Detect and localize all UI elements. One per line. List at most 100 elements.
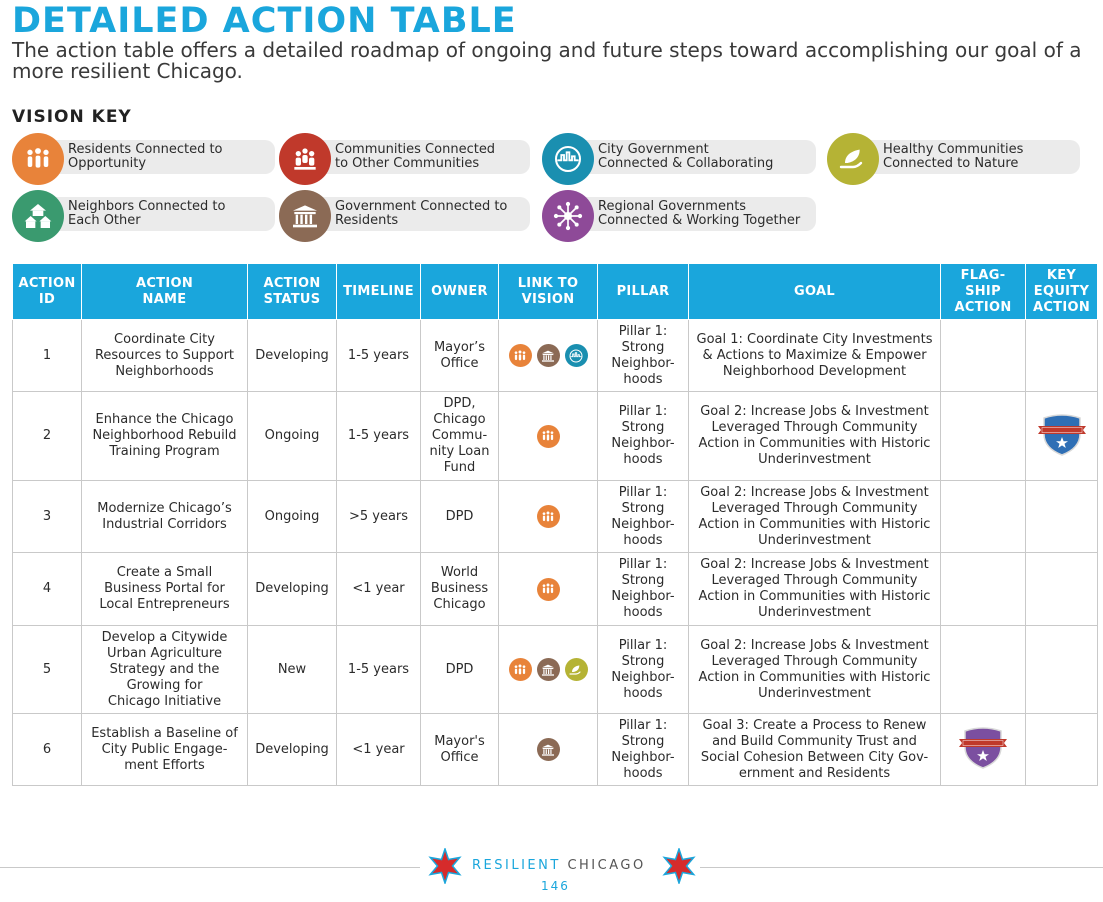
vision-key-pill — [570, 197, 816, 231]
key-equity-action-cell — [1025, 552, 1098, 626]
vision-key-pill — [40, 197, 275, 231]
key-equity-action-cell — [1025, 480, 1098, 553]
flagship-action-cell — [940, 552, 1026, 626]
vision-key-pill — [307, 140, 530, 174]
timeline-cell: 1-5 years — [336, 625, 421, 714]
flagship-action-cell — [940, 480, 1026, 553]
government-icon — [536, 738, 560, 761]
vision-key-pill — [570, 140, 816, 174]
city-government-icon — [564, 344, 588, 367]
action-table: ACTION ID ACTION NAME ACTION STATUS TIMELINE OW… — [12, 263, 1098, 786]
action-status-cell: Developing — [247, 319, 337, 392]
pillar-cell: Pillar 1: Strong Neighbor-hoods — [597, 552, 689, 626]
column-header-owner: OWNER — [420, 263, 499, 320]
action-name-cell: Develop a Citywide Urban Agriculture Strat… — [81, 625, 248, 714]
owner-cell: DPD, Chicago Commu-nity Loan Fund — [420, 391, 499, 481]
page-title: DETAILED ACTION TABLE — [12, 1, 517, 41]
key-equity-badge-icon — [1037, 413, 1086, 456]
vision-key-heading: VISION KEY — [12, 107, 132, 127]
goal-cell: Goal 2: Increase Jobs & Investment Levera… — [688, 552, 941, 626]
flagship-action-cell — [940, 391, 1026, 481]
action-name-cell: Enhance the Chicago Neighborhood Rebuild T… — [81, 391, 248, 481]
owner-cell: World Business Chicago — [420, 552, 499, 626]
key-equity-action-cell — [1025, 625, 1098, 714]
link-to-vision-cell — [498, 552, 598, 626]
goal-cell: Goal 3: Create a Process to Renew and Bui… — [688, 713, 941, 786]
table-row: 3 Modernize Chicago’s Industrial Corridors… — [12, 480, 1098, 553]
action-status-cell: Ongoing — [247, 480, 337, 553]
chicago-star-icon — [662, 848, 696, 884]
vision-key-label: Healthy Communities Connected to Nature — [883, 142, 1024, 171]
residents-icon — [12, 133, 64, 185]
table-row: 5 Develop a Citywide Urban Agriculture Stra… — [12, 625, 1098, 714]
action-status-cell: Developing — [247, 552, 337, 626]
timeline-cell: <1 year — [336, 552, 421, 626]
flagship-action-cell — [940, 319, 1026, 392]
pillar-cell: Pillar 1: Strong Neighbor-hoods — [597, 480, 689, 553]
government-icon — [536, 344, 560, 367]
table-row: 4 Create a Small Business Portal for Local … — [12, 552, 1098, 626]
residents-icon — [536, 577, 560, 601]
nature-icon — [564, 658, 588, 681]
goal-cell: Goal 1: Coordinate City Investments & Act… — [688, 319, 941, 392]
pillar-cell: Pillar 1: Strong Neighbor-hoods — [597, 713, 689, 786]
government-icon — [279, 190, 331, 242]
owner-cell: Mayor’s Office — [420, 319, 499, 392]
action-status-cell: Ongoing — [247, 391, 337, 481]
residents-icon — [536, 505, 560, 528]
column-header-action-id: ACTION ID — [12, 263, 82, 320]
vision-key-label: Communities Connected to Other Communitie… — [335, 142, 496, 171]
page-number: 146 — [541, 879, 570, 893]
column-header-link-to-vision: LINK TO VISION — [498, 263, 598, 320]
action-status-cell: Developing — [247, 713, 337, 786]
goal-cell: Goal 2: Increase Jobs & Investment Levera… — [688, 391, 941, 481]
link-to-vision-cell — [498, 319, 598, 392]
action-id-cell: 3 — [12, 480, 82, 553]
column-header-flagship: FLAG- SHIP ACTION — [940, 263, 1026, 320]
column-header-action-name: ACTION NAME — [81, 263, 248, 320]
flagship-action-cell — [940, 625, 1026, 714]
table-body: 1 Coordinate City Resources to Support Neig… — [12, 319, 1098, 786]
table-header-row: ACTION ID ACTION NAME ACTION STATUS TIMELINE OW… — [12, 263, 1098, 320]
vision-key-pill — [307, 197, 530, 231]
vision-key-label: Residents Connected to Opportunity — [68, 142, 223, 171]
neighbors-icon — [12, 190, 64, 242]
vision-key-label: Government Connected to Residents — [335, 199, 508, 228]
action-id-cell: 1 — [12, 319, 82, 392]
timeline-cell: >5 years — [336, 480, 421, 553]
link-to-vision-cell — [498, 391, 598, 481]
vision-key-label: City Government Connected & Collaborating — [598, 142, 774, 171]
owner-cell: Mayor's Office — [420, 713, 499, 786]
column-header-goal: GOAL — [688, 263, 941, 320]
page-subtitle: The action table offers a detailed roadm… — [12, 38, 1082, 83]
link-to-vision-cell — [498, 625, 598, 714]
action-name-cell: Coordinate City Resources to Support Neigh… — [81, 319, 248, 392]
column-header-key-equity: KEY EQUITY ACTION — [1025, 263, 1098, 320]
action-name-cell: Establish a Baseline of City Public Engag… — [81, 713, 248, 786]
pillar-cell: Pillar 1: Strong Neighbor-hoods — [597, 319, 689, 392]
column-header-action-status: ACTION STATUS — [247, 263, 337, 320]
key-equity-action-cell — [1025, 713, 1098, 786]
action-id-cell: 6 — [12, 713, 82, 786]
footer-divider-right — [700, 867, 1103, 868]
vision-key-pill — [40, 140, 275, 174]
residents-icon — [536, 424, 560, 448]
chicago-star-icon — [428, 848, 462, 884]
timeline-cell: 1-5 years — [336, 319, 421, 392]
table-row: 6 Establish a Baseline of City Public Enga… — [12, 713, 1098, 786]
vision-key-label: Regional Governments Connected & Working … — [598, 199, 801, 228]
communities-icon — [279, 133, 331, 185]
goal-cell: Goal 2: Increase Jobs & Investment Levera… — [688, 480, 941, 553]
footer-brand: RESILIENT CHICAGO — [472, 858, 646, 873]
action-id-cell: 5 — [12, 625, 82, 714]
link-to-vision-cell — [498, 480, 598, 553]
pillar-cell: Pillar 1: Strong Neighbor-hoods — [597, 391, 689, 481]
flagship-action-cell — [940, 713, 1026, 786]
goal-cell: Goal 2: Increase Jobs & Investment Levera… — [688, 625, 941, 714]
regional-icon — [542, 190, 594, 242]
column-header-timeline: TIMELINE — [336, 263, 421, 320]
flagship-badge-icon — [959, 727, 1007, 769]
timeline-cell: 1-5 years — [336, 391, 421, 481]
key-equity-action-cell — [1025, 319, 1098, 392]
vision-key-pill — [855, 140, 1080, 174]
